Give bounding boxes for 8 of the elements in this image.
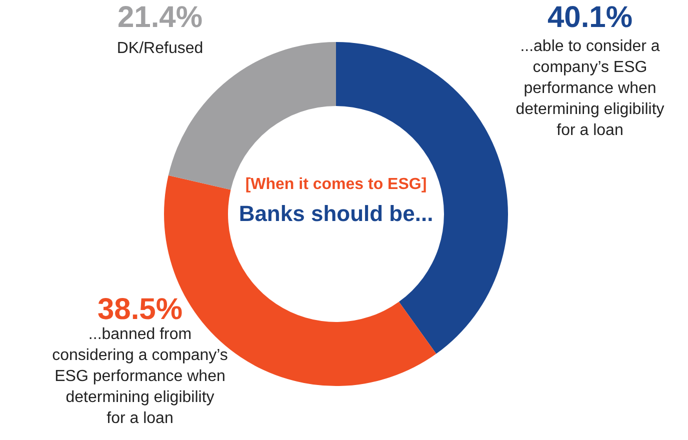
text: Banks should be... <box>238 201 434 226</box>
data-label: 40.1% <box>547 1 633 34</box>
data-label: 38.5% <box>97 293 183 326</box>
text: [When it comes to ESG] <box>245 176 427 193</box>
slice-label: ...able to consider a company’s ESG performance when determining eligibility for a loan <box>516 38 664 139</box>
slice-label: DK/Refused <box>116 40 204 57</box>
slice-label: ...banned from considering a company’s ESG performance when determining eligibility for a loan <box>52 326 228 427</box>
data-label: 21.4% <box>117 1 203 34</box>
